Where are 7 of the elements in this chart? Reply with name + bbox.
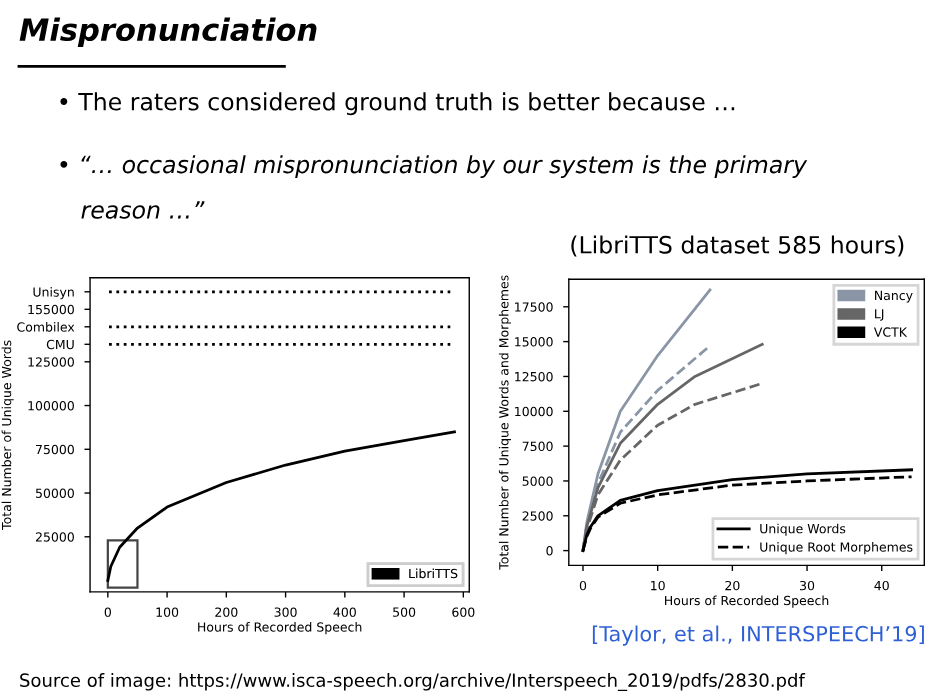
text: • “… occasional mispronunciation by our system is the primary xyxy=(60,155,808,178)
text: [Taylor, et al., INTERSPEECH’19] xyxy=(592,625,924,646)
source-note: Source of image: https://www.isca-speech.org/archive/Interspeech_2019/pdfs/2830.pdf xyxy=(20,673,806,692)
text: (LibriTTS dataset 585 hours) xyxy=(571,235,904,257)
text: reason …” xyxy=(81,201,205,219)
text: Mispronunciation xyxy=(19,17,317,48)
text: • The raters considered ground truth is better because … xyxy=(60,92,735,116)
